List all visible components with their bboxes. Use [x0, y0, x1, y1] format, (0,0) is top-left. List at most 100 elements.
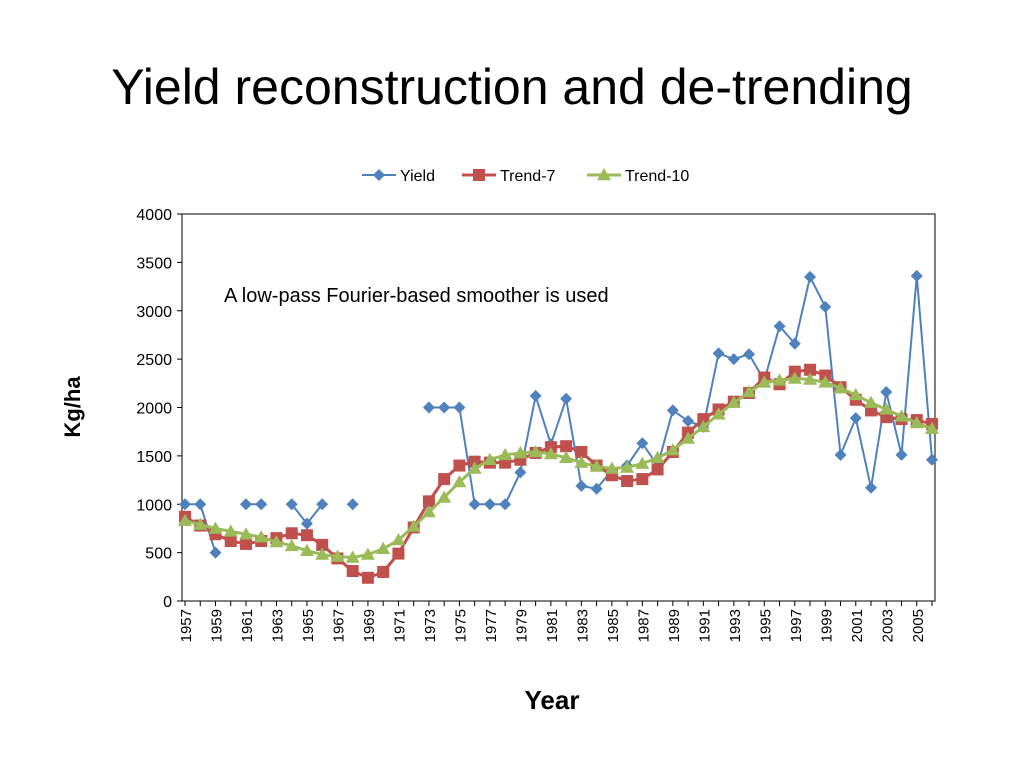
data-point-yield — [849, 412, 862, 425]
series-trend-10 — [178, 371, 939, 563]
data-point-trend-10 — [559, 450, 574, 464]
data-point-trend-10 — [543, 446, 558, 460]
x-tick-label: 1977 — [483, 609, 500, 642]
data-point-trend-7 — [224, 535, 237, 548]
data-point-trend-10 — [848, 387, 863, 401]
data-point-trend-10 — [315, 547, 330, 560]
data-point-yield — [804, 270, 817, 283]
chart-legend: Yield Trend-7 Trend-10 — [362, 168, 689, 185]
data-point-trend-10 — [238, 527, 253, 540]
data-point-yield — [895, 448, 908, 461]
data-point-trend-10 — [178, 513, 192, 526]
data-point-yield — [926, 453, 938, 466]
data-point-trend-7 — [453, 459, 466, 472]
legend-label: Yield — [400, 168, 435, 185]
y-tick-label: 3500 — [136, 255, 172, 272]
x-tick-label: 1965 — [300, 609, 317, 642]
data-point-trend-7 — [438, 473, 451, 486]
y-tick-label: 0 — [163, 594, 172, 611]
data-point-trend-10 — [879, 402, 894, 415]
data-point-trend-10 — [452, 474, 467, 488]
data-point-trend-10 — [894, 409, 909, 422]
data-point-trend-10 — [437, 490, 452, 503]
data-point-yield — [773, 320, 786, 333]
legend-item-trend-7: Trend-7 — [462, 168, 556, 185]
data-point-trend-7 — [361, 571, 374, 584]
data-point-trend-10 — [391, 533, 406, 546]
data-point-trend-7 — [392, 547, 405, 560]
data-point-yield — [514, 466, 527, 479]
data-point-trend-10 — [330, 549, 345, 562]
data-point-trend-10 — [269, 534, 284, 548]
legend-label: Trend-10 — [625, 168, 689, 185]
x-tick-label: 1983 — [574, 609, 591, 642]
data-point-yield — [880, 386, 893, 399]
x-tick-label: 1981 — [544, 609, 561, 642]
data-point-yield — [300, 517, 313, 530]
legend-swatch-marker — [373, 169, 385, 181]
x-tick-label: 1989 — [666, 609, 683, 642]
data-point-trend-10 — [635, 456, 650, 469]
data-point-trend-7 — [804, 363, 817, 376]
x-tick-label: 1959 — [208, 609, 225, 642]
series-line-yield — [428, 273, 933, 506]
x-tick-label: 1969 — [361, 609, 378, 642]
x-tick-label: 1997 — [788, 609, 805, 642]
data-point-yield — [285, 498, 298, 511]
data-point-trend-7 — [560, 440, 573, 453]
data-point-trend-7 — [697, 413, 710, 426]
data-point-yield — [194, 498, 207, 511]
x-tick-label: 2001 — [849, 609, 866, 642]
data-point-trend-10 — [620, 460, 635, 473]
data-point-yield — [712, 347, 725, 360]
y-axis-title: Kg/ha — [60, 376, 85, 438]
data-point-trend-7 — [651, 463, 664, 476]
x-tick-label: 1961 — [239, 609, 256, 642]
data-point-trend-10 — [696, 419, 711, 433]
data-point-yield — [239, 498, 252, 511]
data-point-trend-7 — [300, 529, 313, 542]
y-tick-label: 1000 — [136, 497, 172, 514]
slide-title: Yield reconstruction and de-trending — [111, 59, 913, 115]
chart-annotation: A low-pass Fourier-based smoother is use… — [224, 285, 609, 307]
data-point-trend-10 — [833, 381, 848, 394]
data-point-trend-10 — [360, 547, 375, 560]
data-point-trend-7 — [346, 565, 359, 578]
data-point-trend-10 — [513, 445, 528, 459]
y-axis: 0 500 1000 1500 2000 2500 3000 3500 4000 — [136, 207, 182, 611]
data-point-yield — [819, 300, 832, 313]
legend-item-yield: Yield — [362, 168, 435, 185]
data-point-yield — [910, 269, 923, 282]
data-point-trend-10 — [421, 504, 436, 518]
data-point-yield — [666, 404, 679, 417]
data-point-yield — [834, 448, 847, 461]
x-tick-label: 2005 — [910, 609, 927, 642]
data-point-trend-10 — [711, 407, 726, 420]
data-point-yield — [865, 481, 878, 494]
data-point-trend-7 — [316, 538, 329, 551]
data-point-yield — [499, 498, 512, 511]
series-layer — [178, 269, 939, 584]
x-tick-label: 1957 — [178, 609, 195, 642]
y-tick-label: 1500 — [136, 449, 172, 466]
data-point-trend-10 — [818, 375, 833, 388]
data-point-yield — [727, 353, 740, 366]
legend-label: Trend-7 — [500, 168, 556, 185]
data-point-trend-10 — [574, 455, 589, 468]
data-point-trend-10 — [665, 443, 680, 456]
x-axis: 1957 1959 1961 1963 1965 1967 1969 1971 1973 1975… — [178, 601, 933, 642]
data-point-trend-10 — [376, 541, 391, 555]
x-axis-title: Year — [525, 685, 580, 715]
data-point-trend-10 — [681, 431, 696, 444]
data-point-trend-10 — [208, 521, 223, 534]
data-point-trend-10 — [345, 550, 360, 563]
data-point-trend-10 — [193, 517, 208, 530]
data-point-trend-10 — [482, 452, 497, 465]
data-point-trend-7 — [636, 473, 649, 486]
data-point-yield — [560, 392, 573, 405]
data-point-trend-7 — [377, 565, 390, 578]
data-point-trend-10 — [604, 461, 619, 474]
x-tick-label: 1963 — [269, 609, 286, 642]
data-point-trend-10 — [757, 375, 772, 388]
x-tick-label: 1985 — [605, 609, 622, 642]
